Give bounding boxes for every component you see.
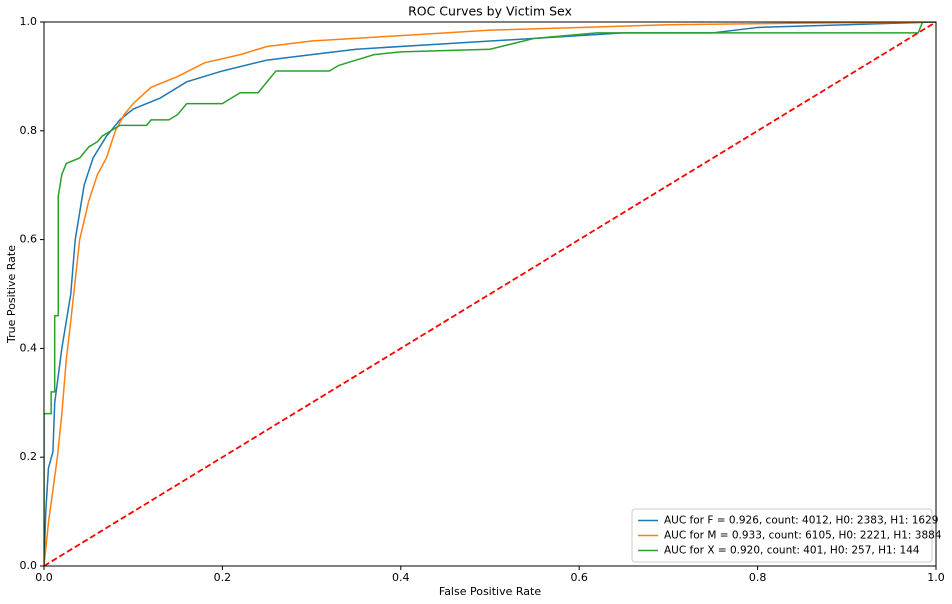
y-tick-label: 1.0 bbox=[20, 15, 38, 28]
roc-curve bbox=[44, 22, 936, 566]
y-tick-label: 0.2 bbox=[20, 450, 38, 463]
roc-curve bbox=[44, 22, 936, 566]
x-tick-label: 1.0 bbox=[927, 571, 945, 584]
x-tick-label: 0.8 bbox=[749, 571, 767, 584]
roc-curve bbox=[44, 22, 936, 566]
x-tick-label: 0.4 bbox=[392, 571, 410, 584]
x-tick-label: 0.6 bbox=[570, 571, 588, 584]
y-tick-label: 0.8 bbox=[20, 124, 38, 137]
legend-box bbox=[631, 508, 933, 563]
y-tick-label: 0.6 bbox=[20, 233, 38, 246]
y-tick-label: 0.0 bbox=[20, 559, 38, 572]
y-tick-label: 0.4 bbox=[20, 341, 38, 354]
x-axis-label: False Positive Rate bbox=[439, 585, 541, 598]
x-tick-label: 0.2 bbox=[214, 571, 232, 584]
x-tick-label: 0.0 bbox=[35, 571, 53, 584]
plot-frame bbox=[43, 21, 937, 567]
reference-line bbox=[43, 21, 937, 567]
chart-title: ROC Curves by Victim Sex bbox=[408, 4, 572, 19]
y-axis-label: True Positive Rate bbox=[5, 245, 18, 344]
legend-label: AUC for X = 0.920, count: 401, H0: 257, … bbox=[664, 545, 920, 557]
legend-label: AUC for M = 0.933, count: 6105, H0: 2221… bbox=[664, 530, 942, 542]
legend-label: AUC for F = 0.926, count: 4012, H0: 2383… bbox=[664, 515, 938, 527]
